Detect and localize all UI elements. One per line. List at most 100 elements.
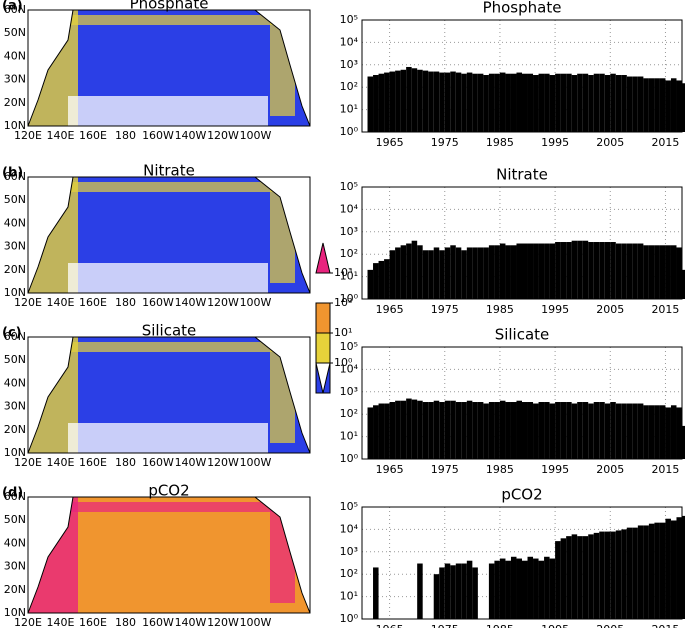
bar — [428, 250, 434, 299]
x-tick-label: 1985 — [486, 463, 514, 476]
bar — [682, 83, 685, 132]
map-x-label: 120E — [14, 616, 42, 628]
bar — [494, 245, 500, 299]
colorbar-top — [315, 242, 331, 274]
bar — [604, 242, 611, 299]
bar — [444, 247, 451, 299]
bar — [483, 403, 489, 459]
map-x-label: 160E — [79, 129, 107, 142]
map-y-label: 20N — [4, 263, 26, 276]
map-y-label: 30N — [4, 560, 26, 573]
bar — [610, 242, 616, 299]
chart-title: Phosphate — [483, 0, 562, 17]
map-x-label: 140W — [175, 296, 207, 309]
bar — [632, 76, 638, 132]
y-tick-label: 10¹ — [340, 103, 358, 116]
bar — [599, 242, 605, 299]
bar — [472, 402, 478, 459]
bar — [544, 243, 550, 299]
bar — [665, 80, 671, 132]
bar — [395, 247, 401, 299]
bar — [549, 243, 556, 299]
x-tick-label: 2015 — [651, 463, 679, 476]
map-band — [68, 15, 298, 25]
map-y-label: 40N — [4, 49, 26, 62]
bar — [472, 567, 478, 619]
bar — [588, 75, 594, 132]
bar — [472, 73, 478, 132]
bar — [439, 402, 445, 459]
bar — [439, 72, 445, 132]
bar — [544, 556, 550, 619]
bar — [406, 398, 412, 459]
bar — [527, 402, 534, 459]
bar — [477, 402, 484, 459]
x-tick-label: 1995 — [541, 463, 569, 476]
map-sparse — [68, 263, 268, 293]
colorbar-segment — [315, 302, 331, 334]
x-tick-label: 1975 — [431, 623, 459, 628]
colorbar-label: 10² — [334, 296, 352, 309]
bar — [461, 563, 467, 619]
map-x-label: 120W — [207, 129, 239, 142]
bar — [566, 73, 572, 132]
bar — [505, 73, 511, 132]
map-y-label: 60N — [4, 330, 26, 343]
bar — [505, 560, 511, 619]
bar — [637, 76, 644, 132]
bar — [378, 73, 385, 132]
bar — [439, 567, 445, 619]
plot-frame — [361, 19, 683, 133]
y-tick-label: 10² — [340, 407, 358, 420]
y-tick-label: 10³ — [340, 545, 358, 558]
bar — [510, 73, 517, 132]
map-y-label: 30N — [4, 400, 26, 413]
x-tick-label: 2005 — [596, 623, 624, 628]
bar — [406, 243, 412, 299]
bar — [626, 403, 633, 459]
bar — [615, 530, 622, 619]
bar — [621, 243, 627, 299]
bar — [577, 240, 583, 299]
map-y-label: 50N — [4, 513, 26, 526]
bar — [604, 75, 611, 132]
bar — [450, 400, 456, 459]
x-tick-label: 1965 — [376, 623, 404, 628]
bar — [665, 245, 671, 299]
map-x-label: 180 — [115, 456, 136, 469]
bar — [626, 76, 633, 132]
bar — [593, 532, 600, 619]
map-sparse — [68, 423, 268, 453]
bar — [544, 73, 550, 132]
colorbar-label: 10⁰ — [334, 356, 353, 369]
bar — [648, 523, 655, 619]
bar — [417, 245, 423, 299]
y-tick-label: 10⁵ — [340, 500, 358, 513]
y-tick-label: 10¹ — [340, 430, 358, 443]
map-x-label: 140E — [47, 616, 75, 628]
map-y-label: 40N — [4, 376, 26, 389]
bar — [499, 558, 506, 619]
bar — [450, 71, 456, 132]
map-band — [68, 342, 298, 352]
bar — [648, 78, 655, 132]
bar — [384, 403, 390, 459]
bar — [488, 73, 495, 132]
bar — [637, 525, 644, 619]
map-x-label: 100W — [240, 616, 272, 628]
bar — [417, 69, 423, 132]
map-x-label: 140E — [47, 296, 75, 309]
bar — [566, 402, 572, 459]
bar — [599, 73, 605, 132]
x-tick-label: 1995 — [541, 303, 569, 316]
bar — [643, 245, 649, 299]
bar — [384, 72, 390, 132]
bar — [577, 402, 583, 459]
bar — [411, 399, 418, 459]
map-y-label: 10N — [4, 119, 26, 132]
map-x-label: 140W — [175, 129, 207, 142]
y-tick-label: 10⁵ — [340, 13, 358, 26]
x-tick-label: 1985 — [486, 623, 514, 628]
bar — [538, 73, 545, 132]
y-tick-label: 10⁰ — [340, 292, 359, 305]
